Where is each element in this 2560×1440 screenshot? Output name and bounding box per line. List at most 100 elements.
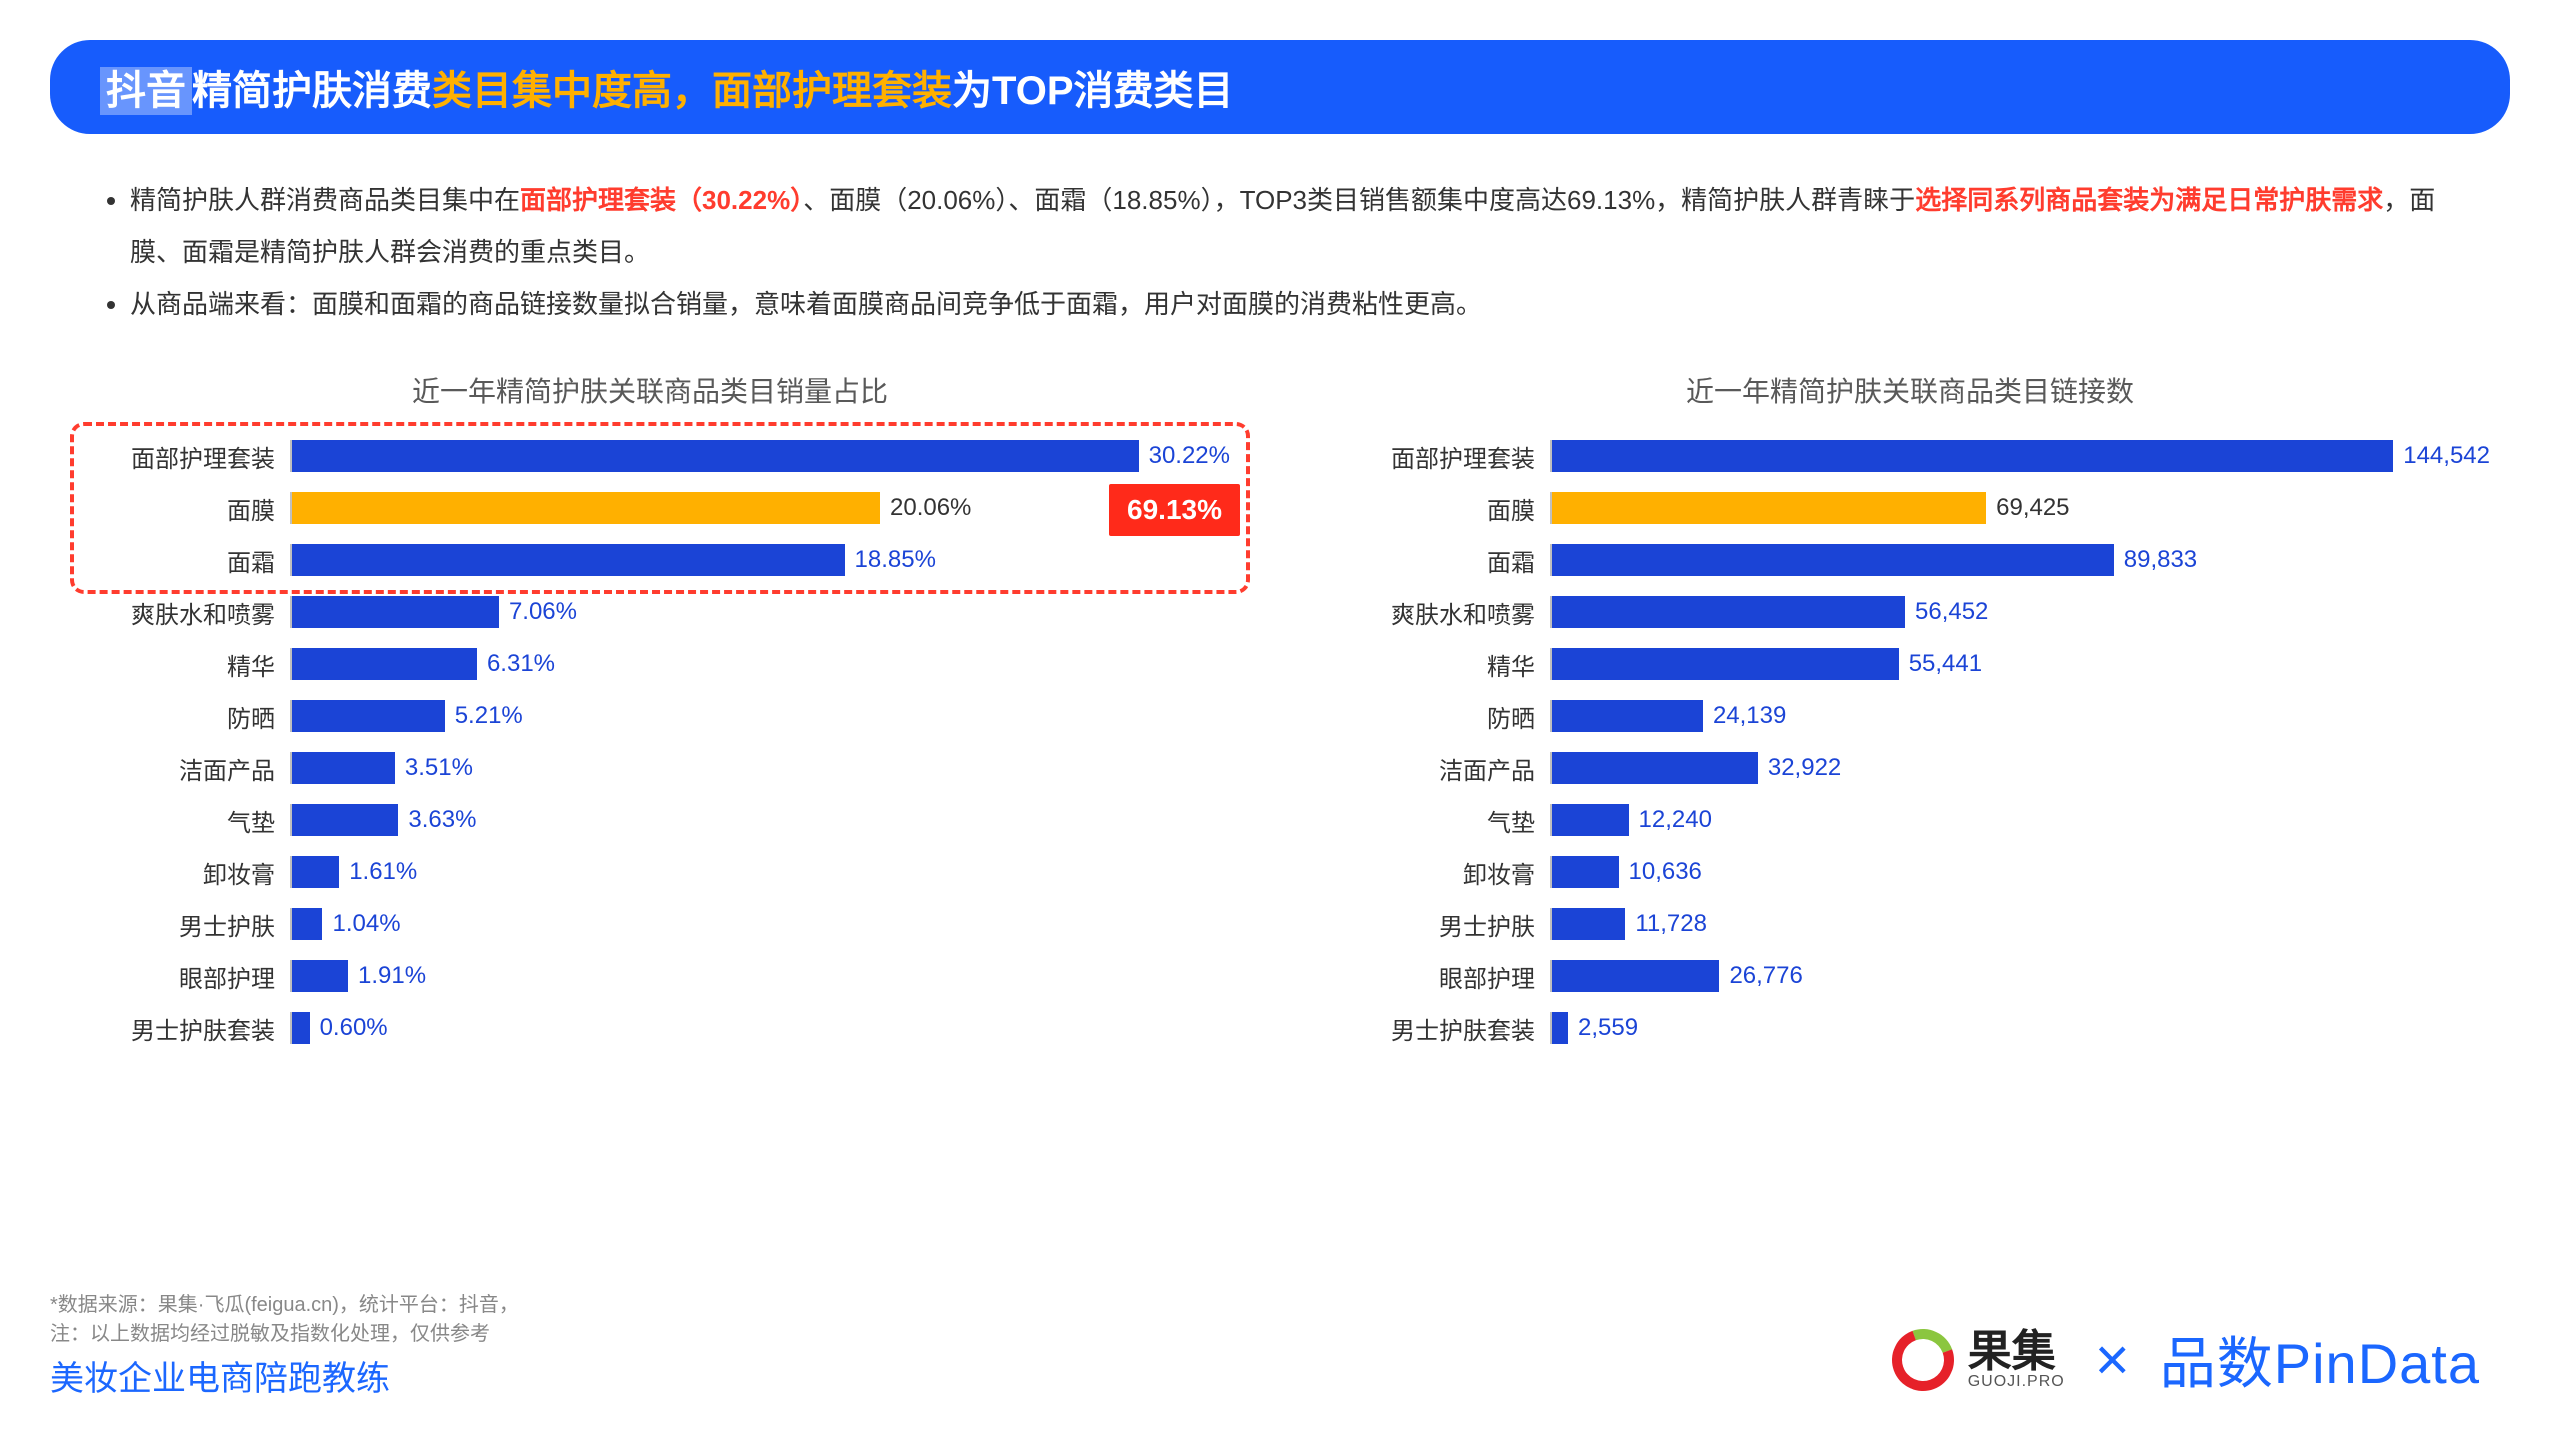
bar-category-label: 面膜 (70, 491, 290, 526)
bar (1552, 856, 1619, 888)
bar-row: 男士护肤套装2,559 (1330, 1002, 2490, 1054)
bar (292, 960, 348, 992)
bar-category-label: 精华 (70, 647, 290, 682)
bar-category-label: 面霜 (70, 543, 290, 578)
bar (1552, 492, 1986, 524)
bar-category-label: 爽肤水和喷雾 (70, 595, 290, 630)
bar-category-label: 气垫 (70, 803, 290, 838)
guoji-cn: 果集 (1968, 1330, 2065, 1374)
guoji-logo: 果集 GUOJI.PRO (1892, 1329, 2065, 1391)
page-title-text: 抖音精简护肤消费类目集中度高，面部护理套装为TOP消费类目 (100, 67, 1234, 115)
bar (292, 492, 880, 524)
bar-row: 精华 55,441 (1330, 638, 2490, 690)
bar-row: 爽肤水和喷雾 7.06% (70, 586, 1230, 638)
bar (1552, 804, 1629, 836)
footer-note-1: *数据来源：果集·飞瓜(feigua.cn)，统计平台：抖音， (50, 1288, 519, 1317)
bar-value-label: 24,139 (1713, 702, 1786, 730)
chart-left-title: 近一年精简护肤关联商品类目销量占比 (70, 370, 1230, 410)
bar-value-label: 12,240 (1639, 806, 1712, 834)
charts-container: 近一年精简护肤关联商品类目销量占比 面部护理套装 30.22% 面膜 20.06% 面霜… (50, 370, 2510, 1054)
bar-row: 男士护肤1.04% (70, 898, 1230, 950)
bar (292, 908, 322, 940)
collab-x-icon: × (2095, 1325, 2130, 1394)
bar-category-label: 眼部护理 (70, 959, 290, 994)
bar-row: 洁面产品 3.51% (70, 742, 1230, 794)
chart-right-title: 近一年精简护肤关联商品类目链接数 (1330, 370, 2490, 410)
bar-value-label: 3.63% (408, 806, 476, 834)
bar-row: 精华 6.31% (70, 638, 1230, 690)
bar-value-label: 6.31% (487, 650, 555, 678)
bar-category-label: 面部护理套装 (1330, 439, 1550, 474)
bar-value-label: 7.06% (509, 598, 577, 626)
bar-value-label: 144,542 (2403, 442, 2490, 470)
bar-category-label: 防晒 (70, 699, 290, 734)
bar-value-label: 30.22% (1149, 442, 1230, 470)
bar-value-label: 11,728 (1635, 910, 1707, 938)
bar (292, 1012, 310, 1044)
bar-category-label: 洁面产品 (1330, 751, 1550, 786)
bullet-item: 从商品端来看：面膜和面霜的商品链接数量拟合销量，意味着面膜商品间竞争低于面霜，用… (130, 278, 2460, 330)
bar-row: 面霜89,833 (1330, 534, 2490, 586)
bar-row: 洁面产品 32,922 (1330, 742, 2490, 794)
bar (1552, 596, 1905, 628)
bar-row: 卸妆膏 1.61% (70, 846, 1230, 898)
bar-row: 气垫 12,240 (1330, 794, 2490, 846)
bar-row: 面膜 20.06% (70, 482, 1230, 534)
bar-row: 面部护理套装 30.22% (70, 430, 1230, 482)
bar (1552, 440, 2393, 472)
top3-concentration-badge: 69.13% (1109, 484, 1240, 536)
bar (292, 856, 339, 888)
footer-coach-text: 美妆企业电商陪跑教练 (50, 1351, 390, 1400)
pindata-logo-text: 品数PinData (2160, 1319, 2480, 1400)
bar-row: 气垫 3.63% (70, 794, 1230, 846)
bar (292, 440, 1139, 472)
bar (1552, 648, 1899, 680)
chart-right: 近一年精简护肤关联商品类目链接数 面部护理套装144,542面膜69,425面霜… (1330, 370, 2490, 1054)
page-title-bar: 抖音精简护肤消费类目集中度高，面部护理套装为TOP消费类目 (50, 40, 2510, 134)
bar-value-label: 1.04% (332, 910, 400, 938)
bar (292, 700, 445, 732)
bar-category-label: 面膜 (1330, 491, 1550, 526)
bar-row: 眼部护理 1.91% (70, 950, 1230, 1002)
bar (1552, 700, 1703, 732)
bar-value-label: 5.21% (455, 702, 523, 730)
bar-category-label: 男士护肤套装 (70, 1011, 290, 1046)
bar (292, 752, 395, 784)
bar-value-label: 1.91% (358, 962, 426, 990)
bar-value-label: 32,922 (1768, 754, 1841, 782)
bar (1552, 1012, 1568, 1044)
bar-category-label: 卸妆膏 (1330, 855, 1550, 890)
footer-logos: 果集 GUOJI.PRO × 品数PinData (1892, 1319, 2480, 1400)
bar-value-label: 10,636 (1629, 858, 1702, 886)
bar-row: 防晒 5.21% (70, 690, 1230, 742)
bar-category-label: 面霜 (1330, 543, 1550, 578)
bar-row: 男士护肤 11,728 (1330, 898, 2490, 950)
guoji-icon (1882, 1318, 1964, 1400)
insight-bullets: 精简护肤人群消费商品类目集中在面部护理套装（30.22%）、面膜（20.06%）… (50, 174, 2510, 360)
bar-category-label: 防晒 (1330, 699, 1550, 734)
bar-value-label: 56,452 (1915, 598, 1988, 626)
bar-category-label: 面部护理套装 (70, 439, 290, 474)
bar (1552, 960, 1719, 992)
bar-value-label: 18.85% (855, 546, 936, 574)
bar-category-label: 精华 (1330, 647, 1550, 682)
bar-row: 面霜 18.85% (70, 534, 1230, 586)
bar (292, 544, 845, 576)
bar-value-label: 3.51% (405, 754, 473, 782)
bar-value-label: 20.06% (890, 494, 971, 522)
bar-value-label: 0.60% (320, 1014, 388, 1042)
bar (292, 596, 499, 628)
bar-value-label: 55,441 (1909, 650, 1982, 678)
bar-row: 面部护理套装 144,542 (1330, 430, 2490, 482)
bar-category-label: 气垫 (1330, 803, 1550, 838)
bar-category-label: 男士护肤 (1330, 907, 1550, 942)
bar-row: 男士护肤套装 0.60% (70, 1002, 1230, 1054)
bar (1552, 752, 1758, 784)
bar-value-label: 1.61% (349, 858, 417, 886)
bar-category-label: 男士护肤套装 (1330, 1011, 1550, 1046)
bar-category-label: 卸妆膏 (70, 855, 290, 890)
bar (292, 648, 477, 680)
bar-category-label: 洁面产品 (70, 751, 290, 786)
bar-row: 防晒 24,139 (1330, 690, 2490, 742)
bar-row: 卸妆膏 10,636 (1330, 846, 2490, 898)
